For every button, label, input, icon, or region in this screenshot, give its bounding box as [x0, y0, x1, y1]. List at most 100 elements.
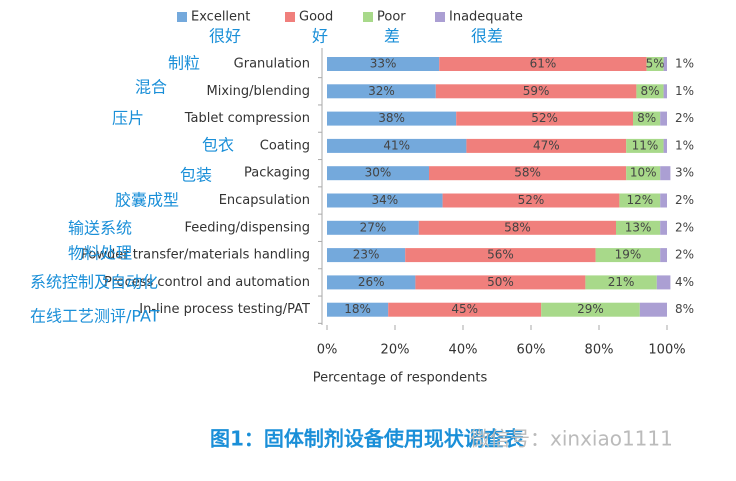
bar-segment	[656, 275, 671, 290]
bar-value-label: 13%	[625, 220, 652, 234]
bar-segment	[541, 302, 640, 317]
x-tick-label: 0%	[317, 343, 338, 358]
y-tick-label: Granulation	[234, 57, 310, 72]
bar-segment	[456, 111, 633, 126]
bar-value-label: 52%	[531, 111, 558, 125]
bar-value-label: 8%	[640, 84, 659, 98]
bar-value-label: 58%	[504, 220, 531, 234]
legend-swatch	[177, 12, 187, 22]
bar-segment	[442, 193, 620, 208]
bar-segment	[327, 111, 457, 126]
bar-value-label: 1%	[675, 84, 694, 98]
bar-segment	[585, 275, 657, 290]
bar-segment	[660, 248, 667, 263]
bar-segment	[660, 111, 667, 126]
bar-value-label: 19%	[615, 248, 642, 262]
bar-segment	[327, 220, 419, 235]
bar-segment	[636, 84, 664, 99]
bar-value-label: 47%	[533, 138, 560, 152]
bar-segment	[327, 166, 429, 181]
category-annotation: 胶囊成型	[115, 191, 179, 210]
bar-value-label: 8%	[675, 302, 694, 316]
bar-value-label: 1%	[675, 138, 694, 152]
bar-value-label: 59%	[523, 84, 550, 98]
legend-swatch	[435, 12, 445, 22]
bar-value-label: 52%	[518, 193, 545, 207]
bar-value-label: 4%	[675, 275, 694, 289]
bar-value-label: 10%	[630, 166, 657, 180]
x-tick-label: 100%	[648, 343, 685, 358]
bar-segment	[646, 57, 664, 71]
bar-segment	[626, 138, 664, 153]
bar-segment	[639, 302, 667, 317]
bar-value-label: 30%	[365, 166, 392, 180]
bar-segment	[327, 302, 389, 317]
bar-segment	[327, 248, 406, 263]
bar-segment	[327, 193, 443, 208]
bar-value-label: 45%	[451, 302, 478, 316]
bar-value-label: 2%	[675, 111, 694, 125]
legend-annotation: 差	[384, 27, 400, 46]
bar-segment	[405, 248, 596, 263]
bar-value-label: 50%	[487, 275, 514, 289]
bar-value-label: 34%	[371, 193, 398, 207]
category-annotation: 输送系统	[68, 219, 132, 238]
bar-segment	[660, 166, 671, 181]
legend-label: Excellent	[191, 10, 250, 25]
legend-label: Good	[299, 10, 333, 25]
watermark: 微信号：xinxiao1111	[470, 427, 673, 451]
y-tick-label: Mixing/blending	[207, 84, 310, 99]
bar-value-label: 33%	[370, 57, 397, 71]
category-annotation: 包装	[180, 166, 212, 185]
y-tick-label: In-line process testing/PAT	[139, 302, 310, 317]
bar-value-label: 27%	[360, 220, 387, 234]
bar-segment	[616, 220, 661, 235]
bar-value-label: 56%	[487, 248, 514, 262]
bar-segment	[435, 84, 637, 99]
category-annotation: 混合	[135, 78, 167, 97]
bar-segment	[660, 220, 667, 235]
bar-value-label: 18%	[344, 302, 371, 316]
bar-value-label: 38%	[378, 111, 405, 125]
bar-value-label: 23%	[353, 248, 380, 262]
bar-segment	[595, 248, 661, 263]
bar-value-label: 32%	[368, 84, 395, 98]
bar-segment	[626, 166, 661, 181]
x-tick-label: 20%	[381, 343, 410, 358]
bar-segment	[429, 166, 627, 181]
category-annotation: 系统控制及自动化	[30, 273, 158, 292]
bar-value-label: 2%	[675, 220, 694, 234]
x-axis-title: Percentage of respondents	[313, 371, 488, 386]
bar-segment	[663, 57, 667, 71]
legend-annotation: 很差	[471, 27, 503, 46]
x-tick-label: 80%	[585, 343, 614, 358]
bar-segment	[663, 138, 667, 153]
x-tick-label: 60%	[517, 343, 546, 358]
bar-value-label: 61%	[530, 57, 557, 71]
legend-annotation: 很好	[209, 27, 241, 46]
bar-value-label: 2%	[675, 248, 694, 262]
bar-segment	[633, 111, 661, 126]
y-tick-label: Tablet compression	[184, 111, 310, 126]
bar-segment	[619, 193, 661, 208]
legend-swatch	[363, 12, 373, 22]
bar-value-label: 41%	[383, 138, 410, 152]
legend-label: Poor	[377, 10, 406, 25]
legend-swatch	[285, 12, 295, 22]
category-annotation: 压片	[112, 109, 144, 128]
y-tick-label: Feeding/dispensing	[185, 220, 311, 235]
bar-value-label: 8%	[637, 111, 656, 125]
bar-segment	[663, 84, 667, 99]
y-tick-label: Packaging	[244, 166, 310, 181]
bar-segment	[388, 302, 542, 317]
y-tick-label: Powder transfer/materials handling	[81, 248, 310, 263]
bar-segment	[327, 57, 440, 71]
bar-value-label: 12%	[626, 193, 653, 207]
category-annotation: 制粒	[168, 54, 200, 73]
bar-segment	[415, 275, 586, 290]
bar-value-label: 11%	[632, 138, 659, 152]
y-tick-label: Encapsulation	[219, 193, 310, 208]
category-annotation: 在线工艺测评/PAT	[30, 307, 160, 326]
caption: 图1：固体制剂设备使用现状调查表	[210, 427, 525, 451]
